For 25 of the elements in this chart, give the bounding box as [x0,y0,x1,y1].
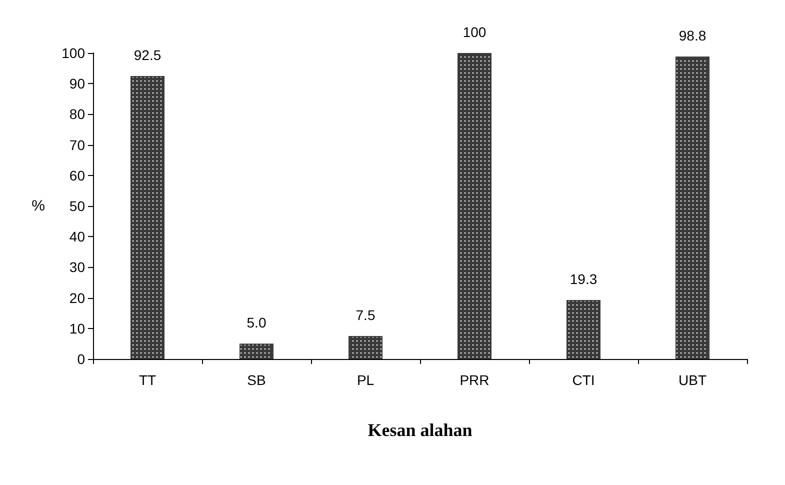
data-label: 98.8 [678,28,706,44]
y-tick-label: 10 [69,320,86,336]
x-tick-label: PRR [460,372,490,388]
x-tick-label: TT [138,372,156,388]
data-label: 19.3 [570,270,598,287]
x-axis-title: Kesan alahan [368,420,472,440]
data-label: 5.0 [246,314,266,331]
y-tick-label: 30 [69,259,86,276]
y-tick-label: 100 [62,45,86,61]
y-tick-label: 20 [69,290,86,306]
data-label: 92.5 [134,46,162,63]
y-tick-label: 40 [69,228,86,245]
y-axis-title: % [32,198,45,214]
y-tick-label: 80 [69,106,86,122]
data-label: 100 [462,24,486,40]
data-label: 7.5 [356,307,376,324]
y-tick-label: 0 [77,351,86,367]
x-tick-label: UBT [678,372,707,388]
y-tick-label: 60 [69,167,86,184]
x-tick-label: SB [247,372,266,388]
y-tick-label: 50 [69,198,86,214]
x-tick-label: PL [356,372,374,388]
x-tick-label: CTI [572,372,595,388]
y-tick-label: 90 [69,76,86,92]
y-tick-label: 70 [69,136,86,153]
